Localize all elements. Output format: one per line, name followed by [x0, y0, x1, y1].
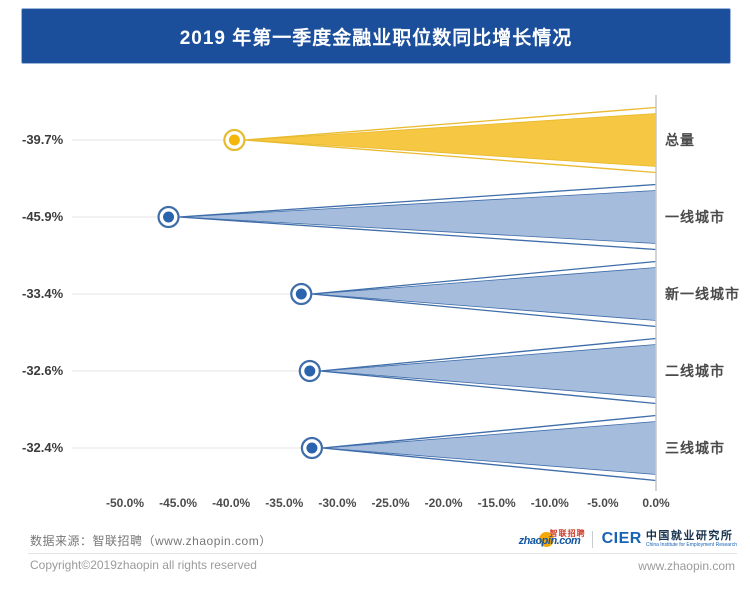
copyright-text: Copyright©2019zhaopin all rights reserve…	[30, 558, 257, 572]
zhaopin-logo-text: zhaopin.com	[518, 535, 581, 547]
data-point-dot	[295, 288, 307, 300]
x-axis-tick-label: -15.0%	[477, 496, 516, 510]
data-point-dot	[163, 211, 175, 223]
funnel-fill	[323, 421, 657, 475]
funnel-fill	[321, 344, 657, 398]
website-text: www.zhaopin.com	[638, 559, 735, 573]
value-label: -39.7%	[22, 132, 64, 147]
value-label: -32.6%	[22, 363, 64, 378]
data-point-dot	[228, 134, 240, 146]
funnel-outline	[320, 337, 657, 405]
x-axis-tick-label: -50.0%	[105, 496, 145, 510]
funnel-outline	[322, 414, 657, 482]
x-axis-tick-label: -20.0%	[424, 496, 463, 510]
funnel-fill	[246, 113, 657, 167]
zhaopin-logo-overlay-text: 智联招聘	[549, 529, 586, 538]
value-label: -33.4%	[22, 286, 64, 301]
cier-logo-name-block: 中国就业研究所 China Institute for Employment R…	[645, 529, 737, 548]
x-axis-tick-label: -10.0%	[530, 496, 569, 510]
zhaopin-logo: zhaopin.com 智联招聘	[518, 529, 586, 549]
logo-separator	[591, 530, 593, 548]
cier-logo-name: 中国就业研究所	[645, 529, 734, 542]
x-axis-tick-label: -30.0%	[318, 496, 357, 510]
funnel-outline	[178, 183, 657, 251]
x-axis-tick-label: -5.0%	[587, 496, 619, 510]
category-label: 一线城市	[665, 209, 725, 225]
footer-logos: zhaopin.com 智联招聘 CIER 中国就业研究所 China Inst…	[519, 527, 737, 551]
cier-logo: CIER 中国就业研究所 China Institute for Employm…	[602, 530, 737, 548]
title-banner: 2019 年第一季度金融业职位数同比增长情况	[21, 8, 731, 64]
cier-logo-abbr: CIER	[601, 530, 642, 547]
funnel-fill	[180, 190, 657, 244]
x-axis-tick-label: -25.0%	[371, 496, 410, 510]
data-point-dot	[306, 442, 318, 454]
x-axis-tick-label: -45.0%	[159, 496, 198, 510]
x-axis-tick-label: 0.0%	[642, 496, 670, 510]
value-label: -45.9%	[22, 209, 64, 224]
footer-divider	[28, 553, 737, 554]
zhaopin-logo-circle-icon	[538, 532, 554, 547]
data-point-dot	[304, 365, 316, 377]
category-label: 新一线城市	[665, 286, 740, 302]
category-label: 二线城市	[665, 363, 725, 379]
x-axis-tick-label: -35.0%	[265, 496, 304, 510]
funnel-fill	[313, 267, 657, 321]
value-label: -32.4%	[22, 440, 64, 455]
data-source-text: 数据来源：智联招聘（www.zhaopin.com）	[30, 534, 272, 548]
chart-title: 2019 年第一季度金融业职位数同比增长情况	[179, 27, 573, 49]
cier-logo-subtitle: China Institute for Employment Research	[645, 541, 737, 548]
category-label: 三线城市	[665, 440, 725, 456]
category-label: 总量	[665, 132, 695, 148]
x-axis-tick-label: -40.0%	[212, 496, 251, 510]
funnel-outline	[311, 260, 657, 328]
funnel-outline	[244, 106, 657, 174]
